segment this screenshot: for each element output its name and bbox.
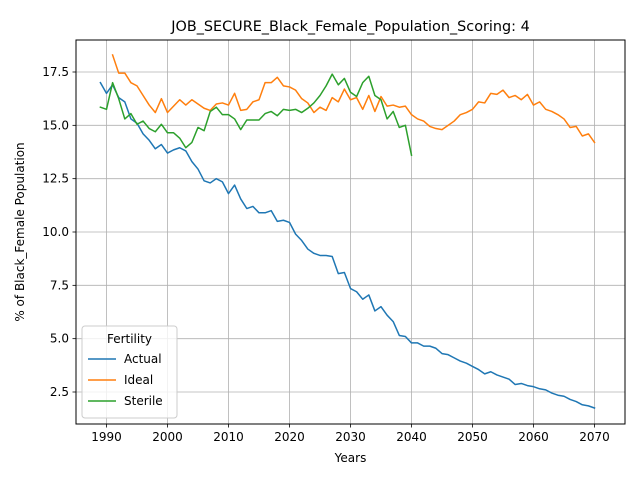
axis-ticks: 1990 2000 2010 2020 2030 2040 2050 2060 2070 2.5 5… (42, 65, 609, 444)
y-tick-label: 5.0 (50, 332, 69, 346)
x-tick-label: 2030 (335, 430, 366, 444)
x-tick-label: 2000 (152, 430, 183, 444)
x-tick-label: 2060 (518, 430, 549, 444)
chart-title: JOB_SECURE_Black_Female_Population_Scori… (170, 19, 530, 35)
series-lines (99, 53, 596, 409)
series-line-ideal (111, 53, 596, 144)
y-tick-label: 10.0 (42, 225, 69, 239)
y-tick-label: 17.5 (42, 65, 69, 79)
y-tick-label: 12.5 (42, 172, 69, 186)
y-tick-label: 2.5 (50, 385, 69, 399)
legend-label-sterile: Sterile (124, 394, 163, 408)
legend-box (81, 325, 178, 419)
legend: Fertility Actual Ideal Sterile (81, 325, 178, 419)
y-tick-label: 15.0 (42, 118, 69, 132)
x-tick-label: 2050 (457, 430, 488, 444)
x-tick-label: 2010 (213, 430, 244, 444)
legend-title: Fertility (107, 332, 152, 346)
x-tick-label: 2070 (579, 430, 610, 444)
legend-label-actual: Actual (124, 352, 162, 366)
x-tick-label: 1990 (91, 430, 122, 444)
x-tick-label: 2020 (274, 430, 305, 444)
series-line-actual (99, 81, 596, 409)
x-axis-title: Years (334, 451, 367, 465)
series-line-sterile (99, 73, 413, 157)
legend-label-ideal: Ideal (124, 373, 153, 387)
y-tick-label: 7.5 (50, 278, 69, 292)
legend-entries: Actual Ideal Sterile (88, 352, 163, 408)
y-axis-title: % of Black_Female Population (13, 142, 27, 321)
x-tick-label: 2040 (396, 430, 427, 444)
